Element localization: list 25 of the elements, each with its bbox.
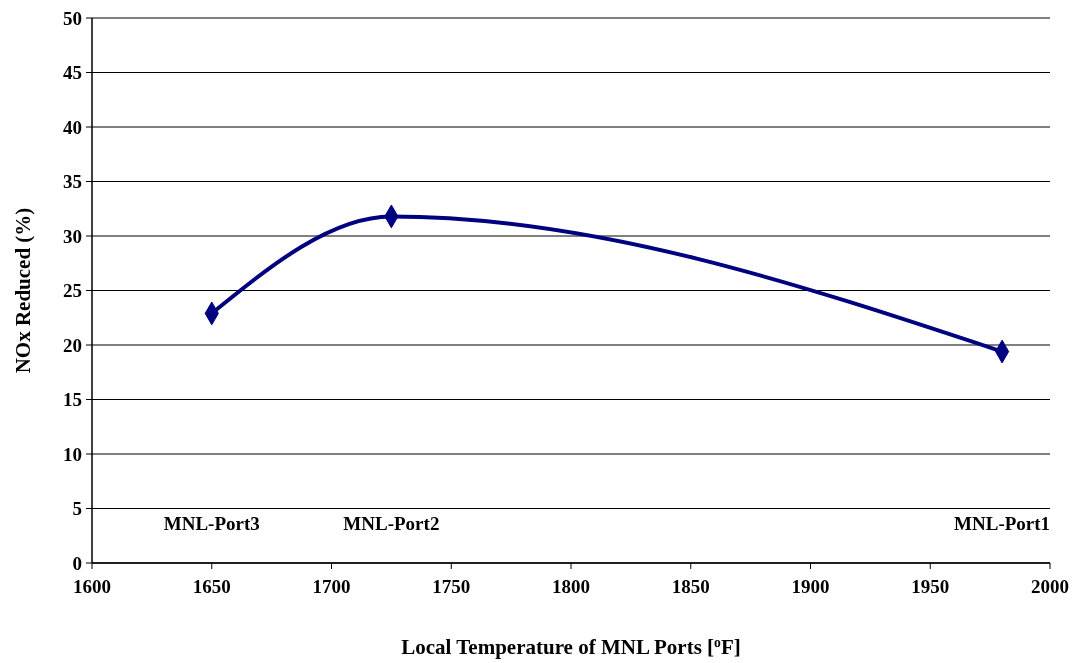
y-tick-label: 0 [72,552,82,574]
x-tick-label: 1850 [671,576,710,597]
x-tick-label: 1650 [192,576,231,597]
y-tick-label: 35 [63,171,82,193]
x-tick-label: 2000 [1031,576,1069,597]
y-tick-label: 20 [63,334,82,356]
y-tick-label: 25 [63,280,82,302]
x-tick-label: 1700 [312,576,351,597]
annotation: MNL-Port1 [954,513,1051,535]
x-tick-label: 1900 [791,576,830,597]
annotation: MNL-Port2 [343,513,440,535]
y-tick-label: 30 [63,225,82,247]
y-tick-label: 40 [63,116,82,138]
x-axis-title: Local Temperature of MNL Ports [$^{o}$F] [401,634,741,659]
x-tick-label: 1750 [432,576,471,597]
y-tick-label: 5 [72,498,82,520]
y-tick-label: 10 [63,443,82,465]
x-tick-label: 1950 [911,576,950,597]
y-tick-label: 45 [63,62,82,84]
y-axis-title: NOx Reduced (%) [11,207,35,374]
y-tick-label: 50 [63,7,82,29]
y-tick-label: 15 [63,389,82,411]
x-tick-label: 1800 [552,576,590,597]
x-tick-label: 1600 [73,576,111,597]
annotation: MNL-Port3 [163,513,260,535]
